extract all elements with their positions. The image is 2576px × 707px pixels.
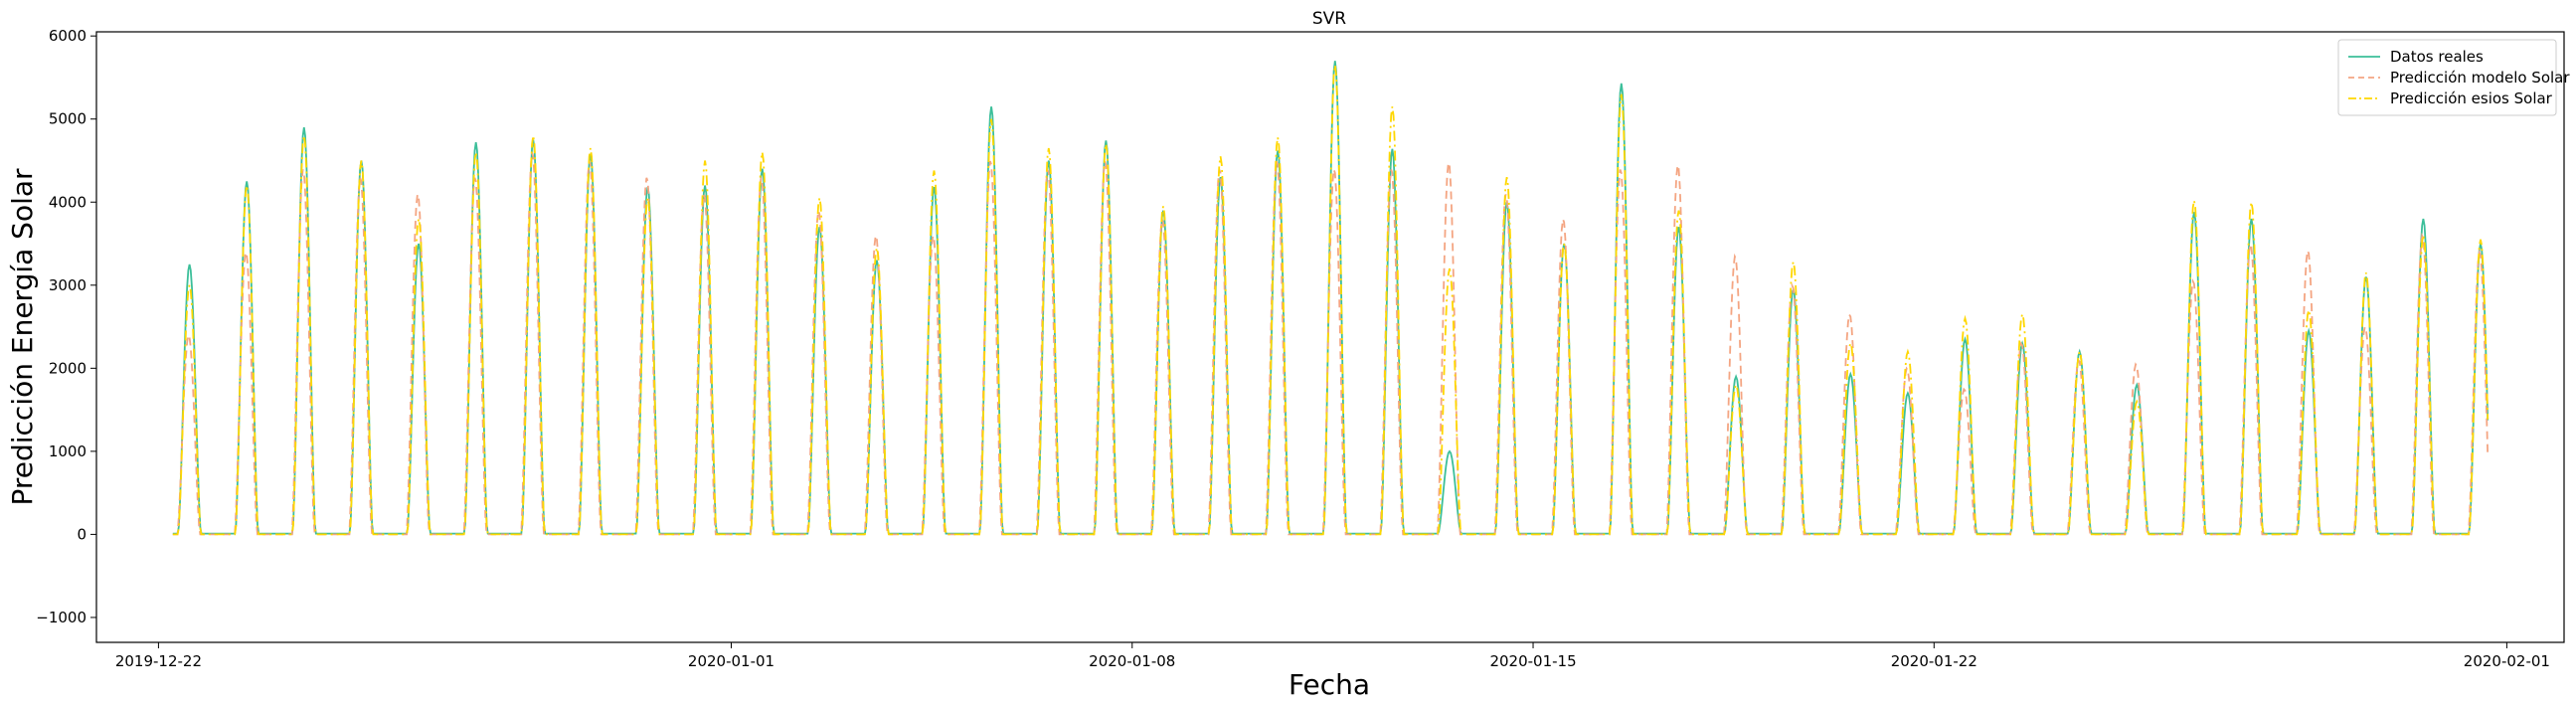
legend-label: Datos reales	[2390, 48, 2484, 66]
x-axis: 2019-12-22 2020-01-01 2020-01-08 2020-01-15…	[115, 642, 2550, 670]
x-tick-label: 2019-12-22	[115, 652, 202, 670]
legend: Datos reales Predicción modelo Solar Predi…	[2337, 39, 2570, 116]
x-tick-label: 2020-02-01	[2464, 652, 2550, 670]
x-tick-label: 2020-01-15	[1489, 652, 1576, 670]
legend-box	[2337, 39, 2557, 116]
x-axis-label: Fecha	[1288, 668, 1370, 701]
y-axis: −1000 0 1000 2000 3000 4000 5000 6000	[36, 27, 96, 626]
series-line-3	[172, 65, 2490, 536]
legend-label: Predicción modelo Solar	[2390, 69, 2570, 87]
y-tick-label: 6000	[49, 27, 86, 45]
y-tick-label: 1000	[49, 442, 86, 460]
chart-title: SVR	[1312, 9, 1346, 29]
axes-frame	[95, 31, 2565, 643]
x-tick-label: 2020-01-01	[688, 652, 774, 670]
x-tick-label: 2020-01-08	[1089, 652, 1175, 670]
y-tick-label: 3000	[49, 276, 86, 294]
y-tick-label: 2000	[49, 359, 86, 377]
y-tick-label: 4000	[49, 193, 86, 211]
plot-area	[95, 31, 2565, 643]
y-tick-label: −1000	[36, 609, 86, 626]
x-tick-label: 2020-01-22	[1891, 652, 1977, 670]
y-axis-label: Predicción Energía Solar	[6, 168, 39, 506]
y-tick-label: 0	[77, 525, 86, 543]
y-tick-label: 5000	[49, 110, 86, 128]
series-line-1	[172, 61, 2490, 535]
legend-label: Predicción esios Solar	[2390, 89, 2553, 107]
series-line-2	[172, 152, 2490, 536]
series-layer	[172, 61, 2490, 536]
